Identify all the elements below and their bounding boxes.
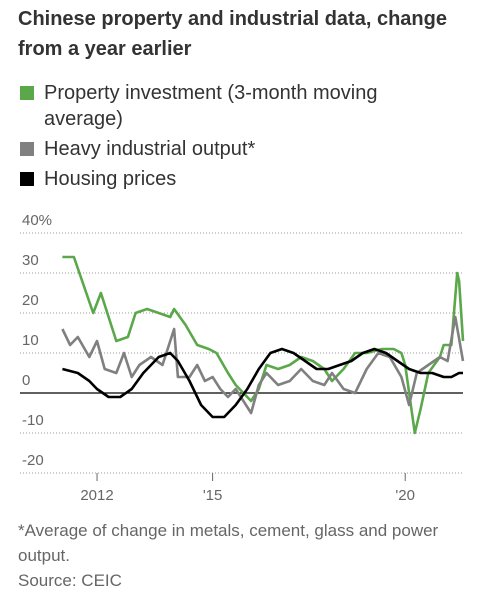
legend-swatch	[20, 172, 34, 186]
x-tick-label: '20	[395, 487, 415, 504]
y-tick-label: -20	[22, 452, 44, 469]
series-line	[62, 347, 463, 419]
legend-item: Heavy industrial output*	[18, 136, 458, 162]
legend: Property investment (3-month moving aver…	[18, 80, 458, 196]
legend-label: Property investment (3-month moving aver…	[44, 82, 378, 130]
chart-title: Chinese property and industrial data, ch…	[18, 8, 447, 60]
y-tick-label: 30	[22, 252, 39, 269]
y-tick-label: 10	[22, 332, 39, 349]
y-tick-label: -10	[22, 412, 44, 429]
legend-label: Housing prices	[44, 168, 177, 190]
source: Source: CEIC	[18, 571, 122, 590]
legend-label: Heavy industrial output*	[44, 138, 256, 160]
x-tick-label: 2012	[80, 487, 113, 504]
legend-item: Housing prices	[18, 166, 458, 192]
footnote: *Average of change in metals, cement, gl…	[18, 521, 439, 565]
x-tick-label: '15	[203, 487, 223, 504]
y-tick-label: 0	[22, 372, 30, 389]
series-line	[62, 255, 465, 435]
series-line	[61, 315, 465, 415]
y-tick-label: 20	[22, 292, 39, 309]
legend-item: Property investment (3-month moving aver…	[18, 80, 458, 132]
notes: *Average of change in metals, cement, gl…	[18, 518, 468, 593]
legend-swatch	[20, 142, 34, 156]
legend-swatch	[20, 86, 34, 100]
y-tick-label: 40%	[22, 212, 52, 229]
